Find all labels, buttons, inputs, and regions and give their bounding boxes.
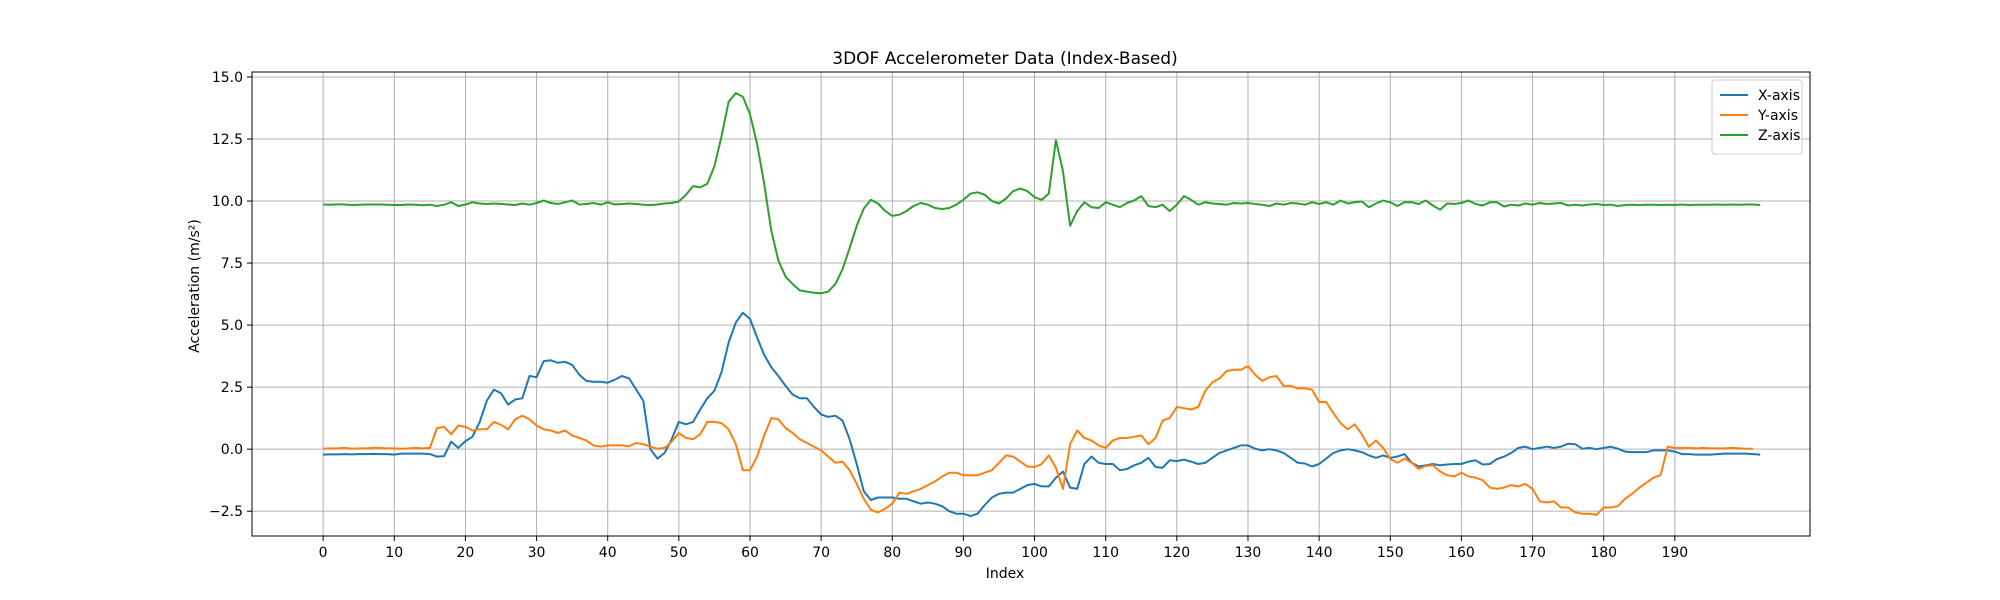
grid bbox=[252, 72, 1810, 536]
y-tick-label: 15.0 bbox=[212, 70, 243, 86]
x-tick-label: 130 bbox=[1235, 545, 1262, 561]
y-tick-label: 2.5 bbox=[221, 380, 243, 396]
legend: X-axis Y-axis Z-axis bbox=[1711, 79, 1803, 155]
y-tick-label: 7.5 bbox=[221, 256, 243, 272]
y-tick-label: 12.5 bbox=[212, 132, 243, 148]
y-tick-label: 0.0 bbox=[221, 442, 243, 458]
x-axis: 0 10 20 30 40 50 60 70 80 90 100 110 120 130 140 150 160… bbox=[319, 536, 1688, 561]
x-tick-label: 140 bbox=[1306, 545, 1333, 561]
plot-frame bbox=[251, 71, 1811, 537]
x-tick-label: 50 bbox=[670, 545, 688, 561]
legend-label-z-axis: Z-axis bbox=[1758, 128, 1800, 144]
y-tick-label: 10.0 bbox=[212, 194, 243, 210]
x-tick-label: 90 bbox=[955, 545, 973, 561]
x-tick-label: 10 bbox=[385, 545, 403, 561]
x-tick-label: 80 bbox=[883, 545, 901, 561]
x-tick-label: 20 bbox=[457, 545, 475, 561]
x-tick-label: 110 bbox=[1092, 545, 1119, 561]
x-tick-label: 40 bbox=[599, 545, 617, 561]
data-series bbox=[323, 92, 1761, 518]
x-axis-label: Index bbox=[986, 566, 1025, 582]
x-tick-label: 160 bbox=[1448, 545, 1475, 561]
y-tick-label: −2.5 bbox=[209, 504, 243, 520]
x-tick-label: 170 bbox=[1519, 545, 1546, 561]
x-tick-label: 180 bbox=[1590, 545, 1617, 561]
series-line-y-axis bbox=[323, 365, 1754, 516]
x-tick-label: 60 bbox=[741, 545, 759, 561]
chart-title: 3DOF Accelerometer Data (Index-Based) bbox=[832, 49, 1177, 69]
series-line-z-axis bbox=[323, 92, 1761, 295]
y-tick-label: 5.0 bbox=[221, 318, 243, 334]
legend-label-x-axis: X-axis bbox=[1758, 88, 1800, 104]
x-tick-label: 190 bbox=[1661, 545, 1688, 561]
x-tick-label: 150 bbox=[1377, 545, 1404, 561]
x-tick-label: 30 bbox=[528, 545, 546, 561]
x-tick-label: 0 bbox=[319, 545, 328, 561]
legend-label-y-axis: Y-axis bbox=[1757, 108, 1798, 124]
x-tick-label: 120 bbox=[1163, 545, 1190, 561]
y-axis-label: Acceleration (m/s²) bbox=[187, 219, 203, 353]
x-tick-label: 70 bbox=[812, 545, 830, 561]
series-line-x-axis bbox=[323, 311, 1761, 518]
x-tick-label: 100 bbox=[1021, 545, 1048, 561]
y-axis: −2.5 0.0 2.5 5.0 7.5 10.0 12.5 15.0 bbox=[209, 70, 252, 520]
